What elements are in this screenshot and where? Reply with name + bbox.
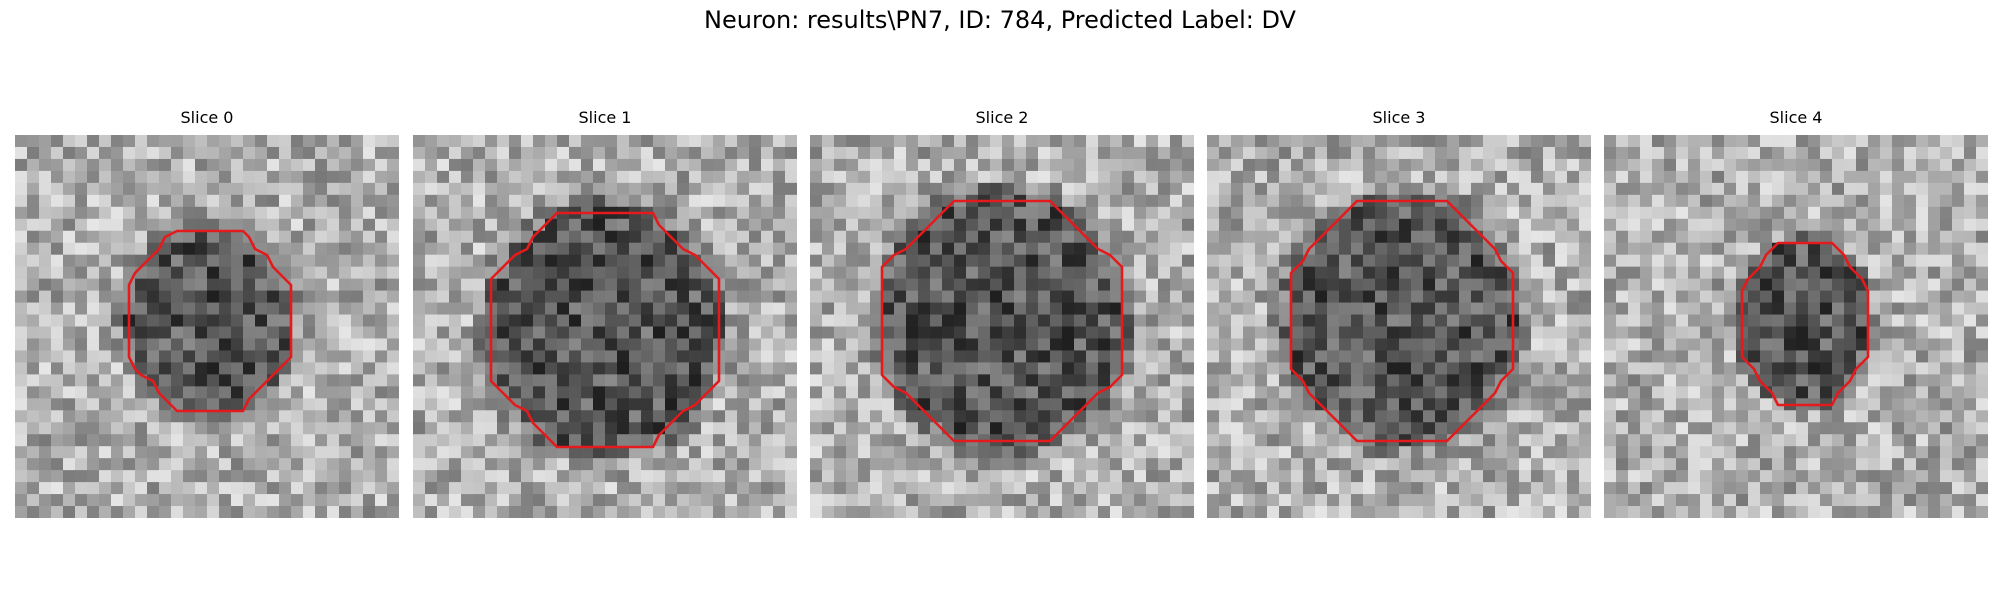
segmentation-contour (127, 229, 293, 413)
slice-image (1207, 135, 1591, 518)
panel-title: Slice 0 (180, 108, 234, 127)
segmentation-contour (489, 211, 721, 449)
slice-image (1604, 135, 1988, 518)
slice-image (413, 135, 797, 518)
panel-title: Slice 3 (1372, 108, 1426, 127)
slice-image (15, 135, 399, 518)
panel-title: Slice 4 (1769, 108, 1823, 127)
segmentation-contour (1740, 241, 1870, 407)
panel-title: Slice 2 (975, 108, 1029, 127)
figure-title: Neuron: results\PN7, ID: 784, Predicted … (704, 6, 1296, 34)
segmentation-contour (1289, 199, 1515, 443)
segmentation-contour (880, 199, 1124, 443)
panel-title: Slice 1 (578, 108, 632, 127)
slice-image (810, 135, 1194, 518)
